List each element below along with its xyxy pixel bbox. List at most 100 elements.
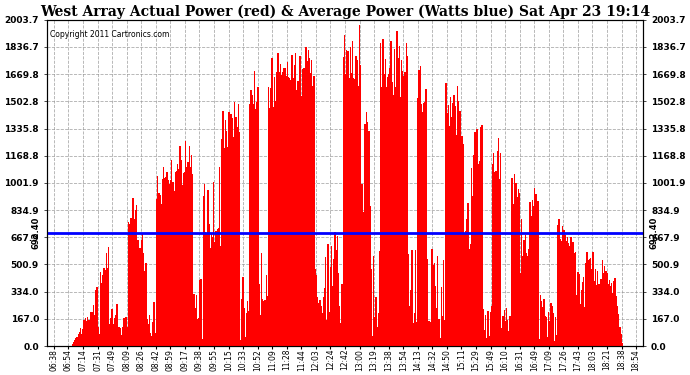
Bar <box>291 56 293 346</box>
Bar <box>466 219 468 346</box>
Bar <box>250 90 252 346</box>
Bar <box>362 184 363 346</box>
Bar <box>72 344 73 346</box>
Bar <box>522 256 524 346</box>
Bar <box>112 309 113 346</box>
Bar <box>325 257 326 346</box>
Bar <box>394 49 395 346</box>
Bar <box>316 276 317 346</box>
Bar <box>433 265 434 346</box>
Bar <box>492 164 493 346</box>
Bar <box>233 137 234 346</box>
Bar <box>248 311 249 346</box>
Bar <box>566 237 568 346</box>
Bar <box>464 233 465 346</box>
Bar <box>181 185 183 346</box>
Bar <box>246 313 247 346</box>
Bar <box>77 337 78 346</box>
Bar <box>620 334 622 346</box>
Bar <box>192 174 193 346</box>
Bar <box>332 286 333 346</box>
Bar <box>342 57 344 346</box>
Bar <box>200 279 201 346</box>
Bar <box>107 268 108 346</box>
Bar <box>134 219 135 346</box>
Bar <box>264 300 266 346</box>
Bar <box>374 317 375 346</box>
Bar <box>448 126 450 346</box>
Bar <box>126 317 127 346</box>
Bar <box>210 234 212 346</box>
Bar <box>208 224 210 346</box>
Bar <box>426 89 427 346</box>
Bar <box>388 74 389 346</box>
Bar <box>478 164 480 346</box>
Bar <box>473 155 475 346</box>
Bar <box>436 308 437 346</box>
Bar <box>538 201 539 346</box>
Bar <box>269 108 270 346</box>
Bar <box>431 249 433 346</box>
Bar <box>607 273 608 346</box>
Bar <box>146 319 148 346</box>
Bar <box>366 112 367 346</box>
Bar <box>504 310 505 346</box>
Bar <box>150 333 151 346</box>
Bar <box>593 281 595 346</box>
Bar <box>375 297 377 346</box>
Bar <box>583 277 584 346</box>
Text: 692.40: 692.40 <box>649 217 658 249</box>
Bar <box>414 314 415 346</box>
Bar <box>619 327 620 346</box>
Bar <box>457 86 458 346</box>
Bar <box>489 336 490 346</box>
Bar <box>342 284 343 346</box>
Bar <box>88 320 90 346</box>
Bar <box>467 203 469 346</box>
Bar <box>195 308 196 346</box>
Bar <box>377 313 379 346</box>
Bar <box>469 249 470 346</box>
Bar <box>108 247 110 346</box>
Bar <box>458 101 460 346</box>
Bar <box>501 328 502 346</box>
Bar <box>172 182 174 346</box>
Bar <box>139 248 141 346</box>
Bar <box>116 304 117 346</box>
Bar <box>531 216 532 346</box>
Bar <box>153 302 155 346</box>
Bar <box>323 297 324 346</box>
Bar <box>359 26 360 346</box>
Bar <box>230 114 232 346</box>
Bar <box>122 327 124 346</box>
Bar <box>110 318 112 346</box>
Bar <box>106 253 107 346</box>
Bar <box>526 253 527 346</box>
Bar <box>487 311 489 346</box>
Bar <box>119 327 120 346</box>
Bar <box>185 141 186 346</box>
Bar <box>395 87 397 346</box>
Bar <box>148 324 149 346</box>
Bar <box>296 90 297 346</box>
Bar <box>502 316 504 346</box>
Bar <box>440 338 441 346</box>
Bar <box>86 321 87 346</box>
Bar <box>422 112 423 346</box>
Bar <box>393 95 394 346</box>
Bar <box>403 76 404 346</box>
Bar <box>490 312 491 346</box>
Bar <box>297 81 299 346</box>
Bar <box>372 336 373 346</box>
Bar <box>524 236 526 346</box>
Bar <box>156 199 157 346</box>
Bar <box>472 196 473 346</box>
Bar <box>568 243 569 346</box>
Bar <box>240 340 241 346</box>
Bar <box>497 152 498 346</box>
Bar <box>97 327 99 346</box>
Bar <box>365 124 366 346</box>
Bar <box>451 117 453 346</box>
Bar <box>183 173 184 346</box>
Bar <box>186 167 188 346</box>
